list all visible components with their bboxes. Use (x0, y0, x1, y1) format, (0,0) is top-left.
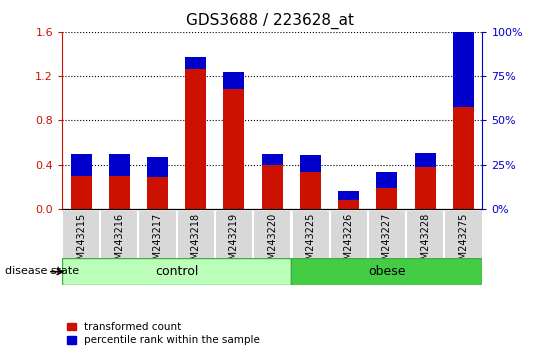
Legend: transformed count, percentile rank within the sample: transformed count, percentile rank withi… (67, 322, 260, 345)
Text: GSM243226: GSM243226 (344, 213, 354, 272)
Bar (71, 154, 92, 176)
Bar (71, 176, 92, 209)
Bar (109, 176, 130, 209)
Bar (376, 172, 397, 188)
Text: GSM243215: GSM243215 (76, 213, 86, 272)
Bar (453, 15, 474, 107)
Bar (147, 177, 168, 209)
Bar (291, 258, 482, 285)
Bar (224, 72, 245, 89)
Bar (300, 155, 321, 172)
Text: GSM243225: GSM243225 (306, 213, 315, 272)
Bar (109, 154, 130, 176)
Text: GSM243275: GSM243275 (458, 213, 468, 272)
Text: GSM243219: GSM243219 (229, 213, 239, 272)
Text: disease state: disease state (5, 266, 80, 276)
Text: GSM243220: GSM243220 (267, 213, 277, 272)
Bar (262, 154, 283, 165)
Text: GSM243227: GSM243227 (382, 213, 392, 272)
Text: GSM243217: GSM243217 (153, 213, 163, 272)
Text: control: control (155, 265, 198, 278)
Bar (414, 153, 436, 167)
Bar (62, 258, 291, 285)
Text: GSM243216: GSM243216 (114, 213, 125, 272)
Bar (453, 107, 474, 209)
Bar (185, 69, 206, 209)
Bar (224, 89, 245, 209)
Bar (338, 200, 359, 209)
Bar (414, 167, 436, 209)
Text: GSM243218: GSM243218 (191, 213, 201, 272)
Bar (300, 172, 321, 209)
Text: GSM243228: GSM243228 (420, 213, 430, 272)
Bar (147, 157, 168, 177)
Bar (185, 57, 206, 69)
Text: obese: obese (368, 265, 406, 278)
Bar (338, 191, 359, 200)
Bar (376, 188, 397, 209)
Text: GDS3688 / 223628_at: GDS3688 / 223628_at (185, 12, 354, 29)
Bar (262, 165, 283, 209)
